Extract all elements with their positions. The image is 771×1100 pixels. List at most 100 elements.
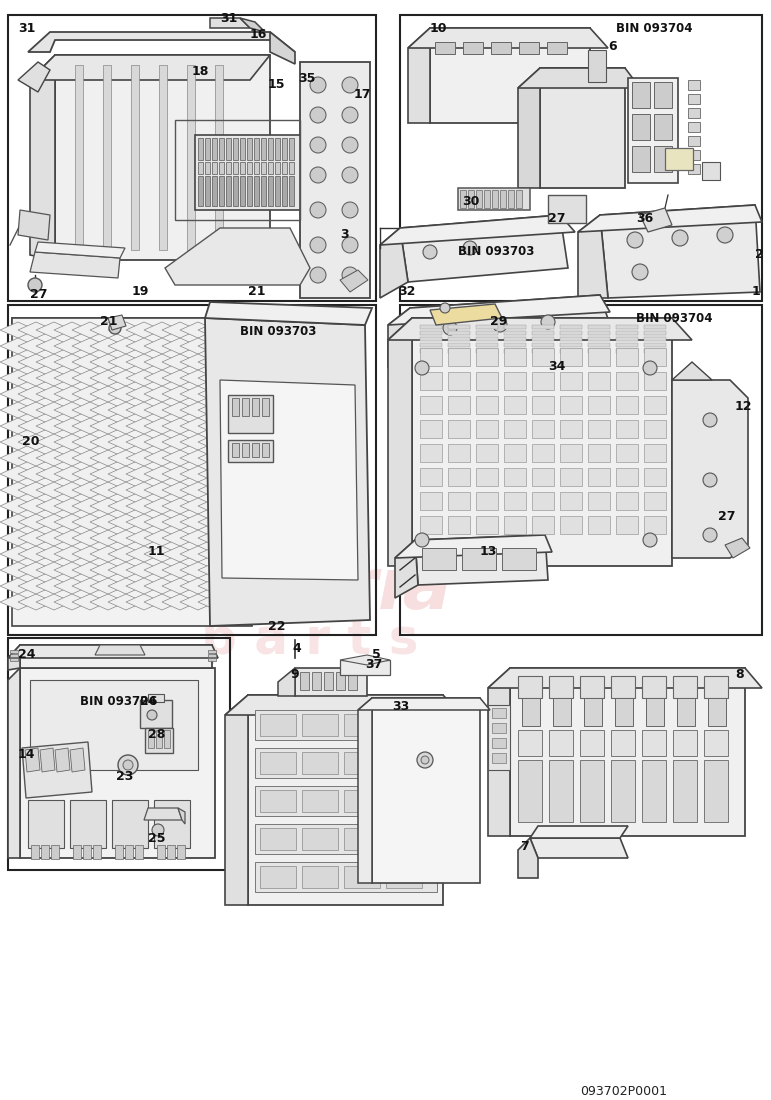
Circle shape [342,236,358,253]
Polygon shape [234,466,270,482]
Polygon shape [162,322,198,338]
Bar [448,444,470,462]
Text: 18: 18 [192,65,210,78]
Bar [476,420,498,438]
Polygon shape [36,450,72,466]
Bar [344,790,380,812]
Polygon shape [54,578,90,594]
Polygon shape [108,338,144,354]
Polygon shape [530,826,628,838]
Circle shape [632,264,648,280]
Bar [518,760,542,822]
Polygon shape [72,402,108,418]
Circle shape [703,528,717,542]
Text: 32: 32 [398,285,416,298]
Polygon shape [198,578,234,594]
Bar [448,324,470,329]
Bar [448,396,470,414]
Bar [254,138,259,160]
Polygon shape [54,338,90,354]
Text: 35: 35 [298,72,315,85]
Polygon shape [54,322,90,338]
Bar [232,443,239,456]
Bar [644,324,666,329]
Bar [30,680,198,770]
Polygon shape [278,668,295,696]
Circle shape [342,107,358,123]
Bar [616,331,638,335]
Polygon shape [22,742,92,797]
Bar [300,672,309,690]
Bar [688,122,700,132]
Bar [75,65,83,250]
Polygon shape [162,562,198,578]
Bar [504,516,526,534]
Polygon shape [144,562,180,578]
Polygon shape [0,386,36,402]
Polygon shape [126,546,162,562]
Bar [644,331,666,335]
Bar [460,190,466,208]
Polygon shape [400,214,568,282]
Polygon shape [234,562,270,578]
Polygon shape [270,32,295,64]
Polygon shape [216,498,252,514]
Bar [55,55,270,260]
Polygon shape [578,205,762,232]
Polygon shape [144,370,180,386]
Bar [386,714,422,736]
Bar [148,730,154,748]
Text: 23: 23 [116,770,133,783]
Polygon shape [216,370,252,386]
Polygon shape [126,354,162,370]
Bar [688,94,700,104]
Bar [268,162,273,174]
Bar [255,786,437,816]
Bar [254,162,259,174]
Bar [616,420,638,438]
Polygon shape [234,594,270,610]
Text: 31: 31 [18,22,35,35]
Bar [476,349,498,353]
Polygon shape [72,386,108,402]
Bar [205,162,210,174]
Bar [646,698,664,726]
Polygon shape [162,498,198,514]
Polygon shape [72,546,108,562]
Bar [233,176,238,206]
Polygon shape [205,302,372,324]
Polygon shape [198,322,234,338]
Polygon shape [18,338,54,354]
Polygon shape [518,838,538,878]
Bar [125,845,133,859]
Bar [262,398,269,416]
Bar [420,337,442,341]
Polygon shape [0,514,36,530]
Bar [240,162,245,174]
Bar [282,162,287,174]
Polygon shape [180,546,216,562]
Polygon shape [108,402,144,418]
Bar [226,176,231,206]
Polygon shape [0,434,36,450]
Bar [412,318,672,566]
Bar [255,748,437,778]
Bar [588,331,610,335]
Bar [420,468,442,486]
Bar [420,516,442,534]
Polygon shape [108,482,144,498]
Circle shape [643,361,657,375]
Bar [255,824,437,854]
Polygon shape [144,594,180,610]
Polygon shape [126,482,162,498]
Bar [532,420,554,438]
Circle shape [717,227,733,243]
Circle shape [440,302,450,313]
Polygon shape [162,594,198,610]
Polygon shape [0,594,36,610]
Bar [448,337,470,341]
Bar [131,65,139,250]
Bar [488,705,510,770]
Bar [448,348,470,366]
Polygon shape [162,434,198,450]
